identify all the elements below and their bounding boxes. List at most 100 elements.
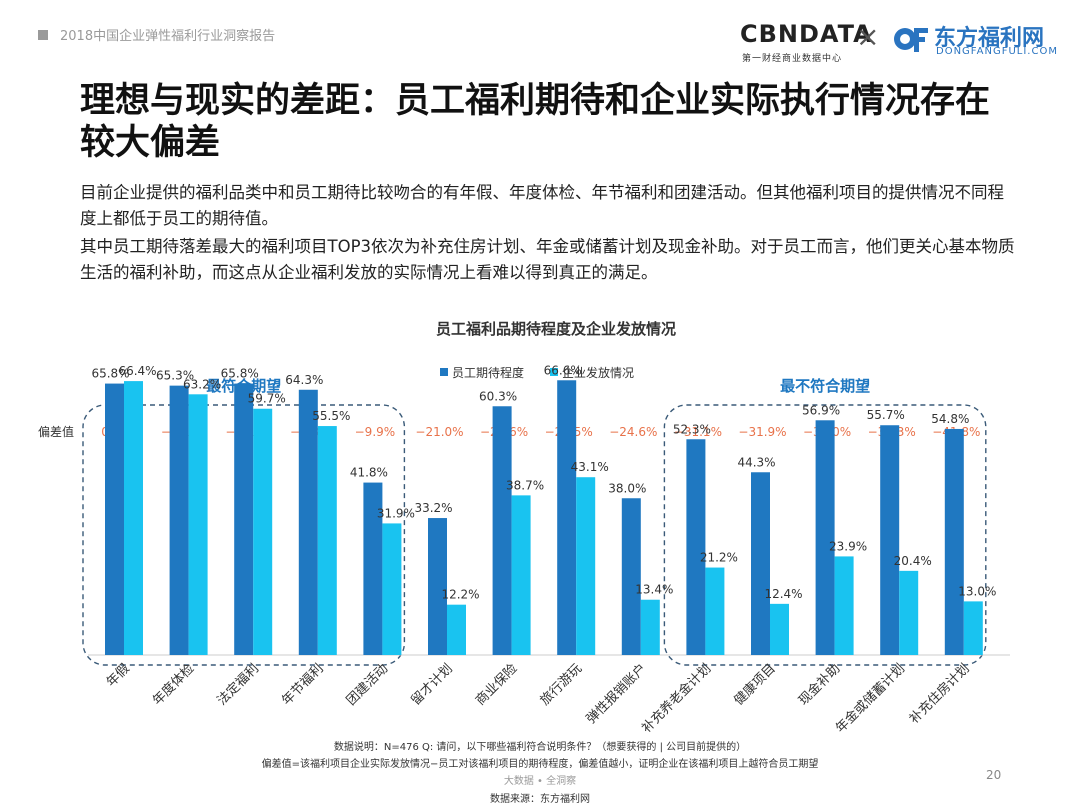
data-label-provide: 23.9%	[829, 539, 867, 553]
bar-provide	[382, 523, 402, 655]
cbndata-logo: CBNDATA	[740, 20, 873, 48]
group-label-1: 最不符合期望	[780, 377, 870, 395]
data-label-expect: 44.3%	[737, 455, 775, 469]
dongfang-logo-icon	[894, 28, 928, 52]
category-label: 留才计划	[408, 661, 455, 708]
category-label: 团建活动	[344, 661, 391, 708]
category-label: 健康项目	[731, 661, 779, 709]
bar-provide	[511, 495, 531, 655]
chart-title: 员工福利品期待程度及企业发放情况	[436, 320, 676, 338]
tagline: 大数据 • 全洞察	[503, 776, 577, 787]
legend-label-expect: 员工期待程度	[452, 365, 524, 380]
legend-swatch-provide	[550, 368, 558, 376]
data-label-provide: 21.2%	[700, 551, 738, 565]
data-note: 数据说明：N=476 Q: 请问，以下哪些福利符合说明条件？（想要获得的 | 公…	[333, 742, 747, 753]
category-label: 补充养老金计划	[639, 661, 715, 737]
deviation-definition: 偏差值=该福利项目企业实际发放情况−员工对该福利项目的期待程度，偏差值越小，证明…	[261, 759, 819, 770]
data-label-expect: 65.3%	[156, 369, 194, 383]
header-bullet	[38, 30, 48, 40]
bar-provide	[640, 599, 660, 655]
data-source: 数据来源：东方福利网	[490, 794, 590, 805]
category-label: 年节福利	[279, 661, 326, 708]
data-label-expect: 38.0%	[608, 481, 646, 495]
data-label-provide: 20.4%	[894, 554, 932, 568]
bar-expect	[363, 482, 383, 655]
deviation-value: −21.0%	[415, 425, 463, 439]
bar-expect	[428, 518, 447, 655]
legend-swatch-expect	[440, 368, 448, 376]
category-label: 年度体检	[149, 661, 197, 709]
category-label: 年假	[104, 661, 133, 690]
data-label-provide: 66.4%	[118, 364, 156, 378]
category-label: 法定福利	[215, 661, 262, 708]
bar-provide	[770, 603, 789, 655]
summary-paragraph-2: 其中员工期待落差最大的福利项目TOP3依次为补充住房计划、年金或储蓄计划及现金补…	[80, 237, 1015, 282]
category-label: 旅行游玩	[538, 661, 585, 708]
bar-expect	[815, 420, 835, 655]
data-label-provide: 59.7%	[248, 392, 286, 406]
bar-provide	[963, 601, 983, 655]
bar-expect	[621, 498, 641, 655]
bar-expect	[492, 406, 512, 655]
category-label: 商业保险	[473, 661, 520, 708]
bar-expect	[751, 472, 770, 655]
data-label-expect: 52.3%	[673, 422, 711, 436]
data-label-expect: 54.8%	[931, 412, 969, 426]
bar-expect	[880, 425, 900, 655]
data-label-expect: 41.8%	[350, 466, 388, 480]
data-label-expect: 33.2%	[414, 501, 452, 515]
data-label-provide: 31.9%	[377, 506, 415, 520]
page-headline: 理想与现实的差距：员工福利期待和企业实际执行情况存在较大偏差	[80, 81, 991, 163]
bar-provide	[834, 556, 854, 655]
cbndata-logo-subtitle: 第一财经商业数据中心	[742, 54, 843, 64]
category-label: 补充住房计划	[906, 661, 972, 727]
bar-provide	[899, 570, 919, 655]
data-label-expect: 55.7%	[867, 408, 905, 422]
bar-expect	[105, 383, 124, 655]
data-label-expect: 64.3%	[285, 373, 323, 387]
data-label-provide: 43.1%	[571, 460, 609, 474]
bar-provide	[317, 426, 337, 655]
data-label-provide: 38.7%	[506, 478, 544, 492]
legend-label-provide: 企业发放情况	[562, 365, 634, 380]
deviation-value: −24.6%	[609, 425, 657, 439]
data-label-provide: 12.2%	[441, 588, 479, 602]
bar-expect	[944, 428, 964, 655]
bar-provide	[253, 408, 273, 655]
data-label-expect: 60.3%	[479, 389, 517, 403]
bar-provide	[188, 394, 208, 655]
data-label-provide: 13.4%	[635, 583, 673, 597]
deviation-axis-label: 偏差值	[38, 424, 74, 439]
bar-expect	[686, 439, 706, 655]
bar-expect	[557, 380, 577, 655]
data-label-provide: 63.2%	[183, 377, 221, 391]
group-box-1	[663, 404, 987, 666]
category-label: 年金或储蓄计划	[832, 661, 908, 737]
data-label-provide: 55.5%	[312, 409, 350, 423]
bar-provide	[447, 604, 466, 655]
dongfang-logo: 东方福利网	[934, 26, 1045, 51]
bar-expect	[234, 383, 254, 655]
data-label-provide: 13.0%	[958, 584, 996, 598]
data-label-expect: 66.6%	[544, 363, 582, 377]
data-label-expect: 56.9%	[802, 403, 840, 417]
report-title: 2018中国企业弹性福利行业洞察报告	[60, 29, 276, 44]
dongfang-logo-subtitle: DONGFANGFULI.COM	[936, 46, 1058, 57]
deviation-value: −31.1%	[674, 425, 722, 439]
bar-provide	[576, 477, 596, 655]
data-label-expect: 65.8%	[221, 367, 259, 381]
data-label-expect: 65.8%	[91, 367, 129, 381]
deviation-value: −31.9%	[738, 425, 786, 439]
deviation-value: −9.9%	[355, 425, 396, 439]
data-label-provide: 12.4%	[764, 587, 802, 601]
bar-provide	[124, 381, 143, 655]
logo-separator: ×	[856, 20, 880, 53]
bar-provide	[705, 567, 725, 655]
summary-paragraph-1: 目前企业提供的福利品类中和员工期待比较吻合的有年假、年度体检、年节福利和团建活动…	[80, 183, 1004, 228]
category-label: 弹性报销账户	[583, 661, 649, 727]
page-number: 20	[986, 768, 1002, 782]
category-label: 现金补助	[795, 661, 843, 709]
bar-expect	[298, 389, 318, 655]
bar-expect	[169, 385, 189, 655]
